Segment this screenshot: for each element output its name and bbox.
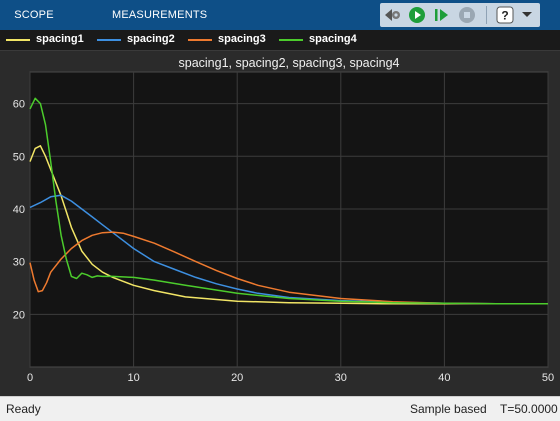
status-time: T=50.0000 [500, 402, 558, 416]
step-forward-icon[interactable] [432, 6, 450, 24]
tab-measurements[interactable]: MEASUREMENTS [112, 9, 208, 21]
x-tick-label: 40 [438, 372, 450, 384]
toolstrip: SCOPE MEASUREMENTS ? [0, 0, 560, 30]
plot-area[interactable]: 0 10 20 30 40 50 20 30 40 50 60 [0, 51, 560, 395]
toolbar-separator [486, 6, 487, 24]
y-tick-label: 40 [13, 204, 25, 216]
legend-swatch [6, 39, 30, 41]
run-icon[interactable] [408, 6, 426, 24]
legend-swatch [97, 39, 121, 41]
status-bar: Ready Sample based T=50.0000 [0, 396, 560, 421]
status-mode: Sample based [410, 402, 487, 416]
legend-swatch [188, 39, 212, 41]
x-tick-label: 0 [27, 372, 33, 384]
y-tick-label: 60 [13, 99, 25, 111]
legend-label: spacing2 [127, 33, 175, 45]
y-tick-label: 30 [13, 257, 25, 269]
series-line-spacing4 [29, 97, 548, 305]
tab-scope[interactable]: SCOPE [14, 9, 54, 21]
plot-title: spacing1, spacing2, spacing3, spacing4 [178, 56, 400, 70]
x-tick-label: 30 [335, 372, 347, 384]
stop-icon[interactable] [458, 6, 476, 24]
y-tick-label: 20 [13, 309, 25, 321]
x-tick-label: 20 [231, 372, 243, 384]
legend-label: spacing1 [36, 33, 84, 45]
legend-label: spacing3 [218, 33, 266, 45]
settings-arrow-icon[interactable] [384, 6, 402, 24]
status-ready: Ready [6, 402, 41, 416]
legend: spacing1 spacing2 spacing3 spacing4 [0, 30, 560, 51]
svg-text:?: ? [501, 9, 508, 23]
series-line-spacing3 [29, 231, 548, 305]
x-tick-label: 50 [542, 372, 554, 384]
legend-label: spacing4 [309, 33, 357, 45]
legend-swatch [279, 39, 303, 41]
y-tick-label: 50 [13, 151, 25, 163]
x-tick-label: 10 [127, 372, 139, 384]
simulation-toolbar: ? [380, 3, 540, 27]
expand-icon[interactable] [518, 6, 536, 24]
plot-background [29, 71, 549, 368]
help-icon[interactable]: ? [496, 6, 514, 24]
scope-display[interactable]: 0 10 20 30 40 50 20 30 40 50 60 spacing1, spacing2… [0, 51, 560, 395]
series-line-spacing1 [29, 145, 548, 305]
